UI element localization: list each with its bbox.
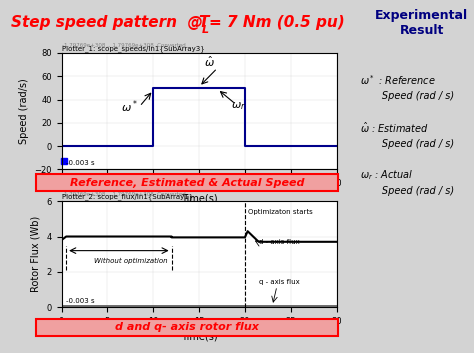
Text: Step speed pattern  @: Step speed pattern @: [11, 16, 213, 30]
Text: Optimizaton starts: Optimizaton starts: [247, 209, 312, 215]
Text: Reference, Estimated & Actual Speed: Reference, Estimated & Actual Speed: [70, 178, 304, 188]
Text: $\omega^*$: $\omega^*$: [121, 98, 138, 115]
Text: Plotter_2: scope_flux/In1{SubArray1}: Plotter_2: scope_flux/In1{SubArray1}: [62, 193, 193, 200]
X-axis label: Time(s): Time(s): [181, 331, 218, 341]
FancyBboxPatch shape: [36, 319, 338, 336]
Text: -1.79769e+308 .. 1.79769e+308  Converted: -1.79769e+308 .. 1.79769e+308 Converted: [62, 43, 185, 48]
Text: q - axis flux: q - axis flux: [259, 279, 300, 285]
Text: T: T: [198, 16, 208, 30]
Text: d - axis flux: d - axis flux: [259, 239, 300, 245]
FancyBboxPatch shape: [36, 174, 338, 191]
Y-axis label: Rotor Flux (Wb): Rotor Flux (Wb): [31, 216, 41, 292]
Text: Plotter_1: scope_speeds/In1{SubArray3}: Plotter_1: scope_speeds/In1{SubArray3}: [62, 45, 204, 52]
Text: = 7 Nm (0.5 pu): = 7 Nm (0.5 pu): [209, 16, 345, 30]
X-axis label: Time(s): Time(s): [181, 194, 218, 204]
Text: -0.003 s: -0.003 s: [66, 298, 95, 304]
Text: Without optimization: Without optimization: [94, 258, 167, 264]
Text: -0.003 s: -0.003 s: [66, 160, 95, 166]
Text: $\omega_r$: $\omega_r$: [231, 100, 246, 112]
Text: Experimental
Result: Experimental Result: [375, 9, 468, 37]
Text: $\omega^*$ : Reference
       Speed (rad / s)

$\hat{\omega}$ : Estimated
      : $\omega^*$ : Reference Speed (rad / s) $…: [360, 73, 455, 196]
Text: L: L: [202, 25, 210, 35]
Text: -1.79769e+308 .. 1.79769e+308  Converted: -1.79769e+308 .. 1.79769e+308 Converted: [62, 192, 185, 197]
Y-axis label: Speed (rad/s): Speed (rad/s): [19, 78, 29, 144]
Text: $\hat{\omega}$: $\hat{\omega}$: [204, 55, 215, 69]
Text: d and q- axis rotor flux: d and q- axis rotor flux: [115, 322, 259, 333]
